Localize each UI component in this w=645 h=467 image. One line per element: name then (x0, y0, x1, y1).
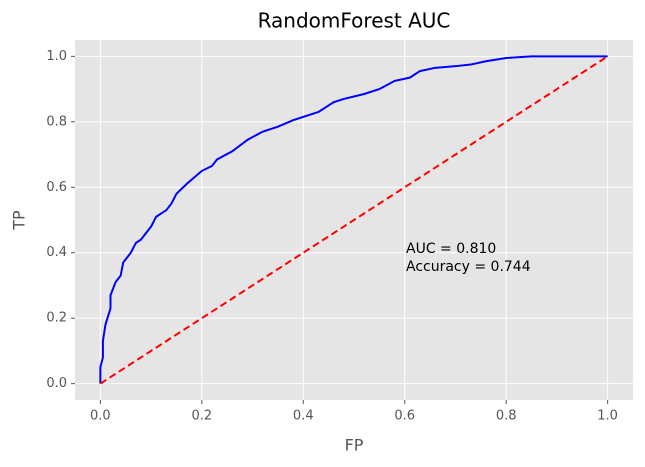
y-tick-label: 0.0 (46, 376, 67, 391)
y-tick-label: 0.8 (46, 114, 67, 129)
roc-line (99, 55, 609, 385)
x-tick-label: 0.4 (293, 409, 314, 424)
y-tick-label: 0.2 (46, 311, 67, 326)
y-tick-label: 1.0 (46, 49, 67, 64)
roc-line (99, 55, 608, 384)
x-tick-label: 0.2 (191, 409, 212, 424)
x-tick-label: 0.0 (90, 409, 111, 424)
y-axis-label: TP (10, 210, 29, 231)
x-axis-label: FP (345, 436, 364, 455)
x-tick-label: 1.0 (597, 409, 618, 424)
x-tick-label: 0.6 (394, 409, 415, 424)
chart-title: RandomForest AUC (258, 9, 451, 33)
annotation: AUC = 0.810 (406, 241, 496, 257)
y-tick-label: 0.6 (46, 180, 67, 195)
y-tick-label: 0.4 (46, 245, 67, 260)
x-tick-label: 0.8 (496, 409, 517, 424)
annotation: Accuracy = 0.744 (406, 259, 531, 275)
